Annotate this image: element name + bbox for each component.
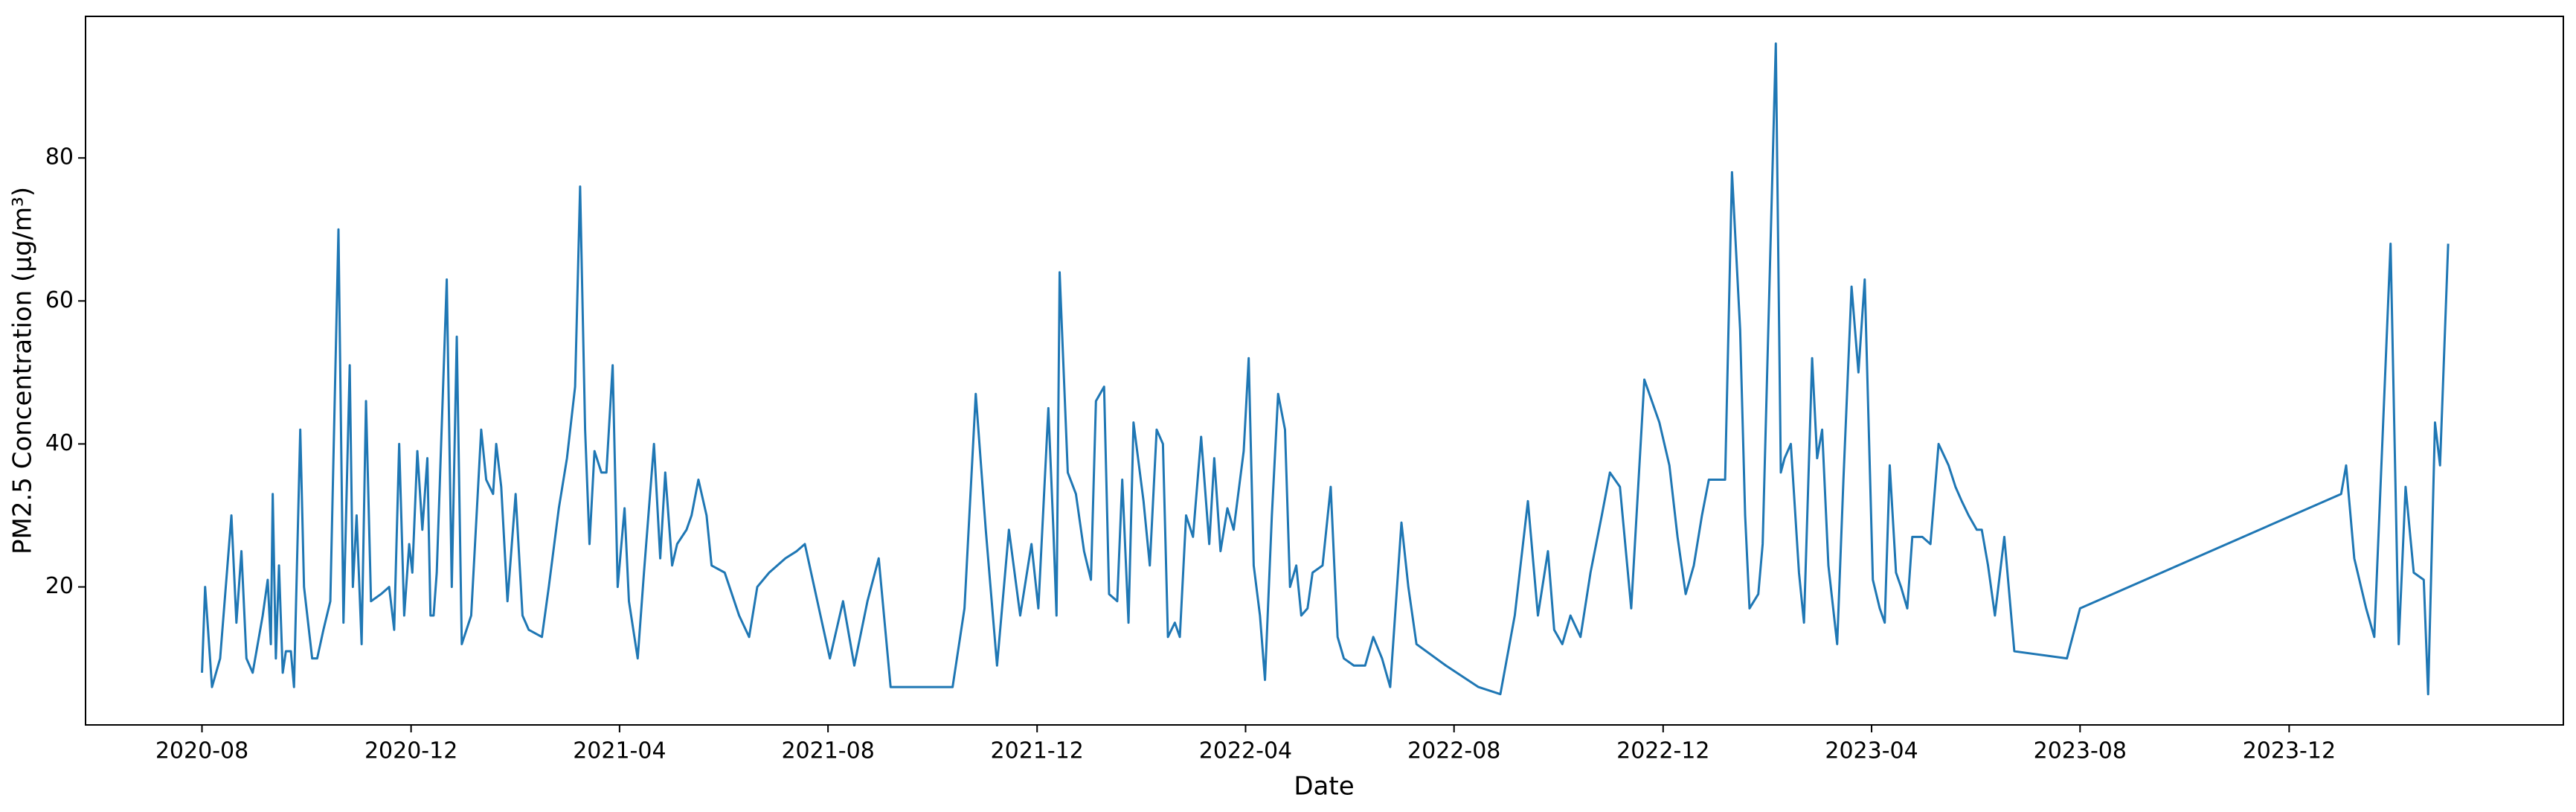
y-tick-label: 40 (45, 430, 74, 456)
x-tick-label: 2023-08 (2034, 738, 2127, 764)
x-tick-label: 2023-12 (2243, 738, 2336, 764)
y-tick-label: 80 (45, 144, 74, 170)
x-tick-label: 2022-04 (1199, 738, 1292, 764)
x-tick-label: 2020-08 (155, 738, 248, 764)
x-tick-label: 2020-12 (364, 738, 457, 764)
y-axis-label: PM2.5 Concentration (µg/m³) (8, 187, 38, 554)
x-tick-label: 2021-08 (781, 738, 874, 764)
x-tick-label: 2021-12 (991, 738, 1084, 764)
x-tick-label: 2022-08 (1407, 738, 1500, 764)
y-tick-label: 60 (45, 287, 74, 313)
data-line (201, 42, 2450, 696)
y-tick-label: 20 (45, 573, 74, 599)
x-tick-label: 2022-12 (1616, 738, 1709, 764)
x-axis-label: Date (1294, 772, 1354, 802)
plot-frame (85, 16, 2564, 726)
x-tick-label: 2021-04 (573, 738, 666, 764)
x-tick-label: 2023-04 (1825, 738, 1918, 764)
